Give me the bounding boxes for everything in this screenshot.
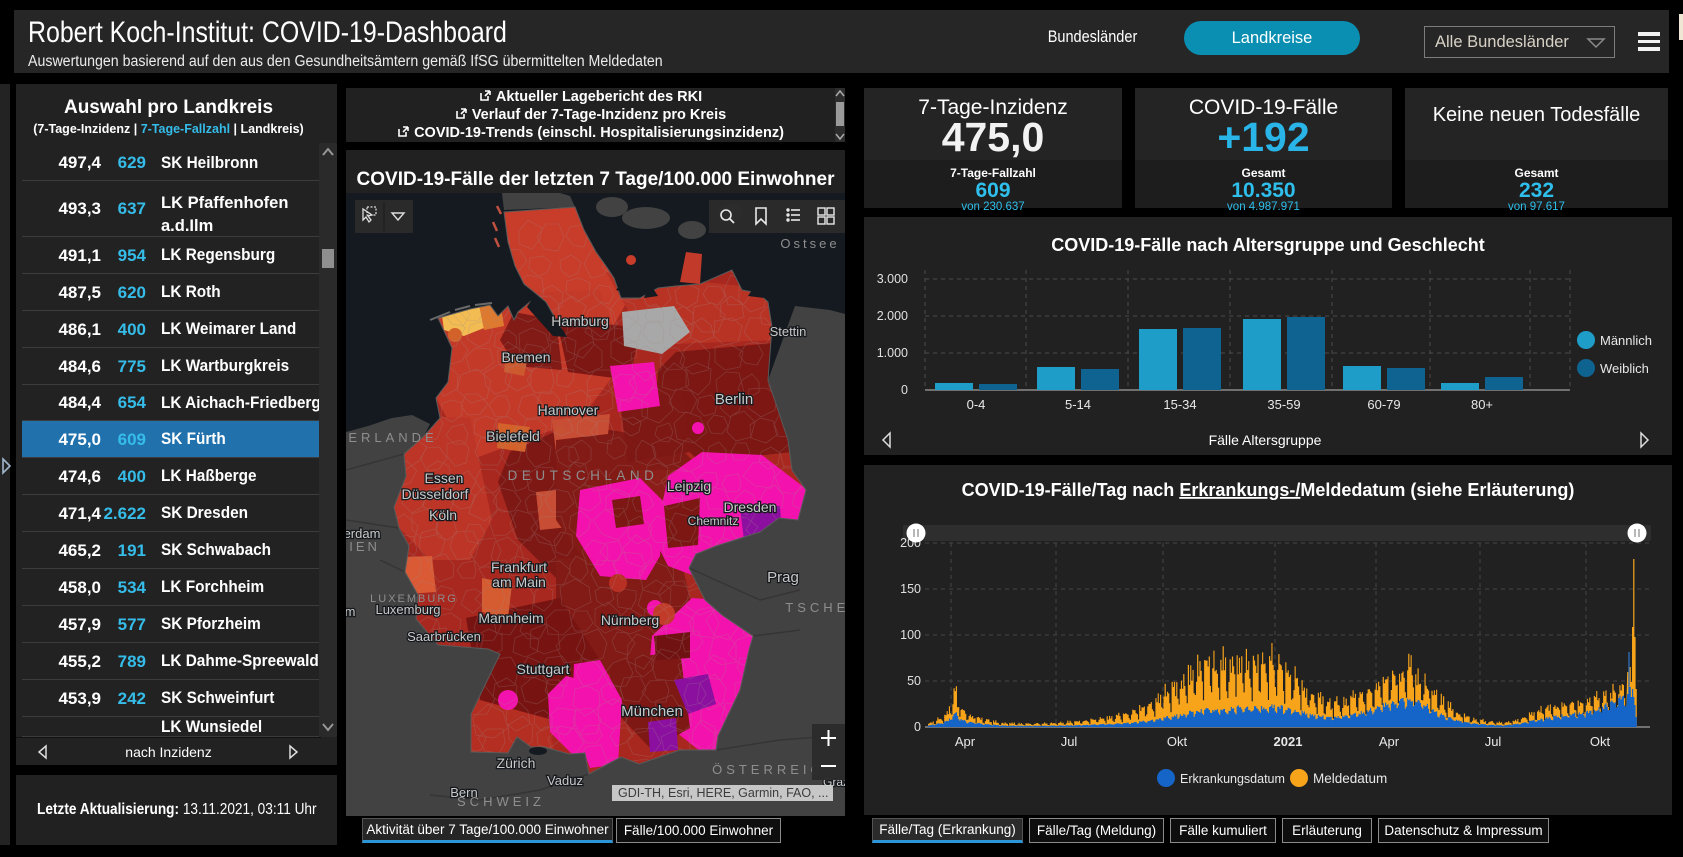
svg-text:Fälle Altersgruppe: Fälle Altersgruppe bbox=[1209, 432, 1322, 448]
svg-text:Zürich: Zürich bbox=[497, 755, 536, 771]
svg-text:Apr: Apr bbox=[1379, 734, 1400, 749]
svg-text:Vaduz: Vaduz bbox=[547, 773, 583, 788]
svg-text:5-14: 5-14 bbox=[1065, 397, 1091, 412]
svg-text:m: m bbox=[346, 604, 355, 619]
svg-text:Hamburg: Hamburg bbox=[551, 313, 609, 329]
svg-text:Nürnberg: Nürnberg bbox=[601, 612, 659, 628]
svg-text:0: 0 bbox=[901, 383, 908, 397]
svg-text:2021: 2021 bbox=[1274, 734, 1303, 749]
svg-text:GIEN: GIEN bbox=[346, 539, 380, 554]
svg-text:1.000: 1.000 bbox=[877, 346, 908, 360]
svg-text:35-59: 35-59 bbox=[1267, 397, 1300, 412]
svg-text:München: München bbox=[621, 703, 683, 720]
svg-text:15-34: 15-34 bbox=[1163, 397, 1196, 412]
svg-text:Apr: Apr bbox=[955, 734, 976, 749]
svg-text:LUXEMBURG: LUXEMBURG bbox=[370, 593, 458, 605]
svg-text:150: 150 bbox=[900, 582, 921, 596]
svg-text:80+: 80+ bbox=[1471, 397, 1493, 412]
svg-text:Berlin: Berlin bbox=[715, 391, 753, 408]
svg-text:Essen: Essen bbox=[425, 470, 464, 486]
svg-text:Chemnitz: Chemnitz bbox=[688, 514, 739, 528]
svg-text:Köln: Köln bbox=[429, 507, 457, 523]
svg-text:COVID-19-Fälle/Tag nach Erkran: COVID-19-Fälle/Tag nach Erkrankungs-/Mel… bbox=[962, 480, 1575, 500]
svg-text:Dresden: Dresden bbox=[724, 499, 777, 515]
svg-text:60-79: 60-79 bbox=[1367, 397, 1400, 412]
svg-text:3.000: 3.000 bbox=[877, 272, 908, 286]
svg-text:Okt: Okt bbox=[1590, 734, 1611, 749]
svg-text:Bielefeld: Bielefeld bbox=[486, 428, 540, 444]
svg-text:Jul: Jul bbox=[1061, 734, 1078, 749]
svg-text:SCHWEIZ: SCHWEIZ bbox=[457, 794, 545, 809]
svg-text:Ostsee: Ostsee bbox=[780, 236, 839, 251]
svg-text:2.000: 2.000 bbox=[877, 309, 908, 323]
svg-text:am Main: am Main bbox=[492, 574, 546, 590]
svg-text:TSCHEC: TSCHEC bbox=[785, 600, 845, 615]
svg-text:GDI-TH, Esri, HERE, Garmin, FA: GDI-TH, Esri, HERE, Garmin, FAO, ... bbox=[618, 786, 828, 800]
svg-text:Luxemburg: Luxemburg bbox=[375, 602, 440, 617]
svg-text:Erkrankungsdatum: Erkrankungsdatum bbox=[1180, 772, 1285, 786]
svg-text:0-4: 0-4 bbox=[967, 397, 986, 412]
svg-text:DEUTSCHLAND: DEUTSCHLAND bbox=[508, 468, 659, 483]
svg-text:Bremen: Bremen bbox=[501, 349, 550, 365]
svg-text:Leipzig: Leipzig bbox=[667, 478, 711, 494]
svg-text:EDERLANDE: EDERLANDE bbox=[346, 430, 438, 445]
svg-text:Weiblich: Weiblich bbox=[1600, 361, 1649, 376]
svg-text:Saarbrücken: Saarbrücken bbox=[407, 629, 481, 644]
svg-text:ÖSTERREIC: ÖSTERREIC bbox=[712, 762, 824, 777]
svg-text:Stettin: Stettin bbox=[770, 324, 807, 339]
svg-text:Prag: Prag bbox=[767, 569, 799, 586]
svg-text:50: 50 bbox=[907, 674, 921, 688]
svg-text:0: 0 bbox=[914, 720, 921, 734]
svg-text:Frankfurt: Frankfurt bbox=[491, 559, 547, 575]
svg-text:Düsseldorf: Düsseldorf bbox=[402, 486, 469, 502]
svg-text:Meldedatum: Meldedatum bbox=[1313, 771, 1387, 786]
svg-text:Okt: Okt bbox=[1167, 734, 1188, 749]
svg-text:Stuttgart: Stuttgart bbox=[517, 661, 570, 677]
svg-text:Männlich: Männlich bbox=[1600, 333, 1652, 348]
svg-text:100: 100 bbox=[900, 628, 921, 642]
svg-text:Mannheim: Mannheim bbox=[478, 610, 543, 626]
svg-text:erdam: erdam bbox=[346, 526, 380, 541]
svg-text:Hannover: Hannover bbox=[538, 402, 599, 418]
svg-text:Bern: Bern bbox=[450, 785, 477, 800]
svg-text:Jul: Jul bbox=[1485, 734, 1502, 749]
